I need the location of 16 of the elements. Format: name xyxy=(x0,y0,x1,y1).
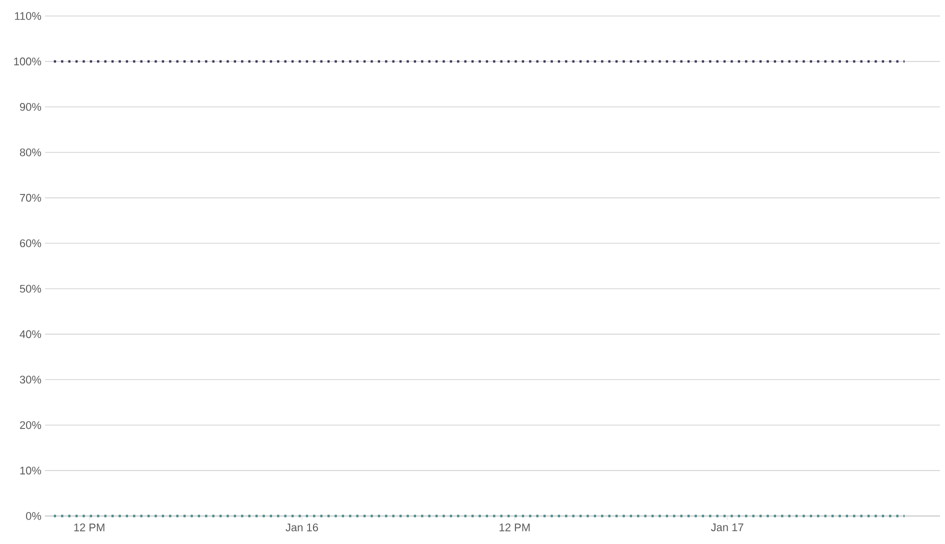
y-tick-label: 100% xyxy=(14,58,42,66)
y-tick-label: 70% xyxy=(20,194,42,202)
y-tick-label: 80% xyxy=(20,148,42,156)
y-tick-label: 30% xyxy=(20,376,42,384)
x-tick-label: 12 PM xyxy=(500,524,530,532)
y-tick-label: 50% xyxy=(20,284,42,293)
y-tick-label: 60% xyxy=(20,239,42,248)
y-tick-label: 0% xyxy=(26,512,42,520)
y-tick-label: 90% xyxy=(20,103,42,111)
y-tick-label: 10% xyxy=(20,466,42,474)
y-tick-label: 110% xyxy=(15,12,42,20)
x-tick-label: Jan 16 xyxy=(286,524,318,532)
y-tick-label: 20% xyxy=(20,421,42,429)
x-tick-label: Jan 17 xyxy=(710,524,744,532)
x-tick-label: 12 PM xyxy=(74,524,104,532)
y-tick-label: 40% xyxy=(20,330,42,338)
